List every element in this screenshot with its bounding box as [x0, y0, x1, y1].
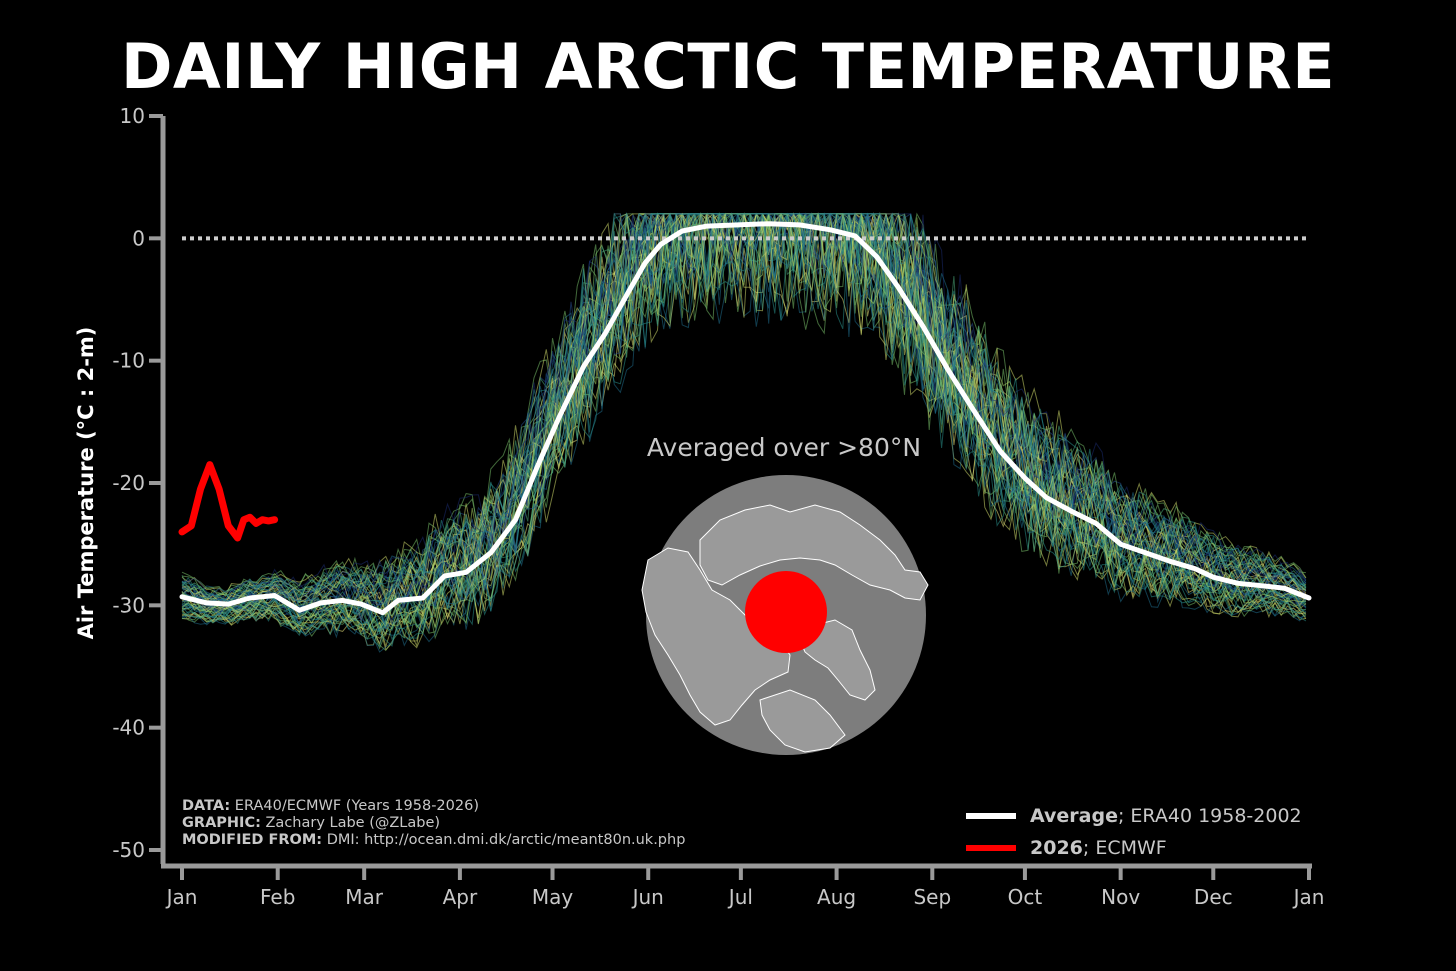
credit-graphic-label: GRAPHIC: [182, 815, 261, 831]
y-tick-label: -20 [112, 471, 145, 495]
legend-label-average-bold: Average [1030, 805, 1118, 827]
y-tick-label: -10 [112, 349, 145, 373]
ensemble-year-line [181, 213, 1307, 625]
y-tick-label: -40 [112, 716, 145, 740]
x-tick-label: Apr [443, 885, 478, 909]
ensemble-year-line [181, 212, 1306, 631]
legend-swatch-2026 [966, 845, 1016, 851]
credit-source-label: MODIFIED FROM: [182, 832, 323, 848]
x-tick-label: Nov [1101, 885, 1140, 909]
x-tick-label: Oct [1008, 885, 1043, 909]
x-tick-label: Jan [1292, 885, 1325, 909]
credits-block: DATA: ERA40/ECMWF (Years 1958-2026) GRAP… [182, 798, 685, 849]
legend-swatch-average [966, 813, 1016, 819]
x-tick-label: Jun [631, 885, 664, 909]
credit-graphic-text: Zachary Labe (@ZLabe) [260, 815, 441, 831]
credit-data-label: DATA: [182, 798, 231, 814]
credit-source: MODIFIED FROM: DMI: http://ocean.dmi.dk/… [182, 832, 685, 849]
y-tick-label: 0 [132, 226, 145, 250]
legend-entry-2026: 2026; ECMWF [966, 832, 1302, 864]
series-line-2026 [178, 461, 279, 542]
credit-source-text: DMI: http://ocean.dmi.dk/arctic/meant80n… [322, 832, 686, 848]
legend-label-2026-bold: 2026 [1030, 837, 1083, 859]
ensemble-year-line [181, 212, 1307, 602]
x-tick-label: Dec [1194, 885, 1233, 909]
land-greenland [799, 619, 876, 701]
chart-title: DAILY HIGH ARCTIC TEMPERATURE [120, 30, 1336, 103]
series-line-average [179, 221, 1312, 616]
y-axis-label: Air Temperature (°C : 2-m) [74, 327, 98, 640]
credit-data-text: ERA40/ECMWF (Years 1958-2026) [230, 798, 479, 814]
axes: 10 0 -10 -20 -30 -40 -50 Jan Feb Mar Apr May Jun Jul A… [74, 104, 1324, 909]
legend-label-2026-rest: ; ECMWF [1082, 837, 1167, 859]
x-tick-label: Feb [260, 885, 295, 909]
series-lines [178, 221, 1312, 616]
y-tick-label: 10 [120, 104, 145, 128]
y-tick-label: -50 [112, 838, 145, 862]
x-tick-label: Aug [817, 885, 856, 909]
land-islands [759, 689, 846, 753]
legend: Average; ERA40 1958-2002 2026; ECMWF [966, 800, 1302, 864]
x-tick-label: May [532, 885, 574, 909]
credit-data: DATA: ERA40/ECMWF (Years 1958-2026) [182, 798, 685, 815]
x-tick-label: Jul [727, 885, 753, 909]
legend-label-average-rest: ; ERA40 1958-2002 [1117, 805, 1302, 827]
ensemble-year-line [181, 213, 1307, 649]
land-eurasia [641, 547, 791, 726]
ensemble-year-line [181, 216, 1307, 646]
arctic-inset-map: Averaged over >80°N [641, 433, 929, 755]
land-north-america [699, 504, 929, 601]
x-tick-label: Sep [913, 885, 951, 909]
legend-entry-average: Average; ERA40 1958-2002 [966, 800, 1302, 832]
inset-label: Averaged over >80°N [647, 433, 921, 462]
y-tick-label: -30 [112, 593, 145, 617]
credit-graphic: GRAPHIC: Zachary Labe (@ZLabe) [182, 815, 685, 832]
80n-highlight-circle [745, 571, 827, 653]
x-tick-label: Mar [345, 885, 384, 909]
x-tick-label: Jan [165, 885, 198, 909]
